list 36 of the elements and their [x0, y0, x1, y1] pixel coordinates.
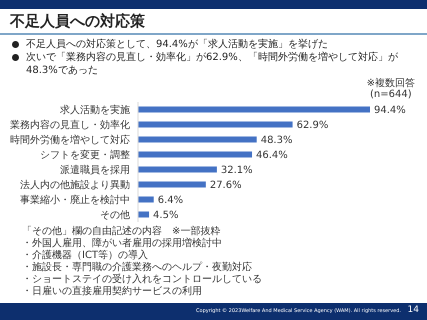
- text: (n=644): [369, 89, 413, 100]
- data-label: 4.5%: [153, 210, 178, 221]
- y-tick-label: 法人内の他施設より異動: [20, 179, 130, 192]
- data-label: 46.4%: [256, 150, 288, 161]
- bar: [138, 212, 150, 218]
- text: ・施設長・専門職の介護業務へのヘルプ・夜勤対応: [22, 262, 253, 274]
- bar: [138, 196, 154, 202]
- bar: [138, 152, 252, 158]
- data-label: 94.4%: [374, 105, 406, 116]
- bar: [138, 122, 293, 128]
- y-tick-label: その他: [100, 209, 130, 222]
- text: ・外国人雇用、障がい者雇用の採用増検討中: [22, 238, 223, 250]
- y-tick-label: 時間外労働を増やして対応: [10, 134, 130, 146]
- chart-title: 不足人員への対応策: [10, 12, 145, 31]
- data-label: 62.9%: [296, 120, 328, 131]
- y-tick-label: 求人活動を実施: [60, 104, 130, 116]
- text: ・日雇いの直接雇用契約サービスの利用: [22, 286, 203, 298]
- data-label: 6.4%: [158, 195, 184, 206]
- text: 「その他」欄の自由記述の内容 ※一部抜粋: [22, 226, 222, 238]
- y-tick-label: 事業縮小・廃止を検討中: [20, 194, 130, 206]
- y-tick-label: シフトを変更・調整: [40, 149, 130, 162]
- text: ※複数回答: [366, 78, 415, 89]
- bar: [138, 182, 206, 188]
- bar: [138, 106, 370, 112]
- data-label: 32.1%: [220, 165, 253, 176]
- y-tick-label: 業務内容の見直し・効率化: [10, 119, 130, 132]
- text: 次いで「業務内容の見直し・効率化」が62.9%、「時間外労働を増やして対応」が48.3%であった: [26, 51, 399, 77]
- bar: [138, 166, 217, 172]
- text: ・ショートステイの受け入れをコントロールしている: [22, 274, 262, 286]
- text: 14: [408, 305, 419, 315]
- bar: [138, 136, 257, 142]
- text: ・介護機器（ICT等）の導入: [22, 250, 150, 262]
- data-label: 48.3%: [260, 135, 292, 146]
- text: 不足人員への対応策として、94.4%が「求人活動を実施」を挙げた: [26, 38, 328, 51]
- data-label: 27.6%: [210, 180, 242, 191]
- y-tick-label: 派遣職員を採用: [60, 164, 130, 176]
